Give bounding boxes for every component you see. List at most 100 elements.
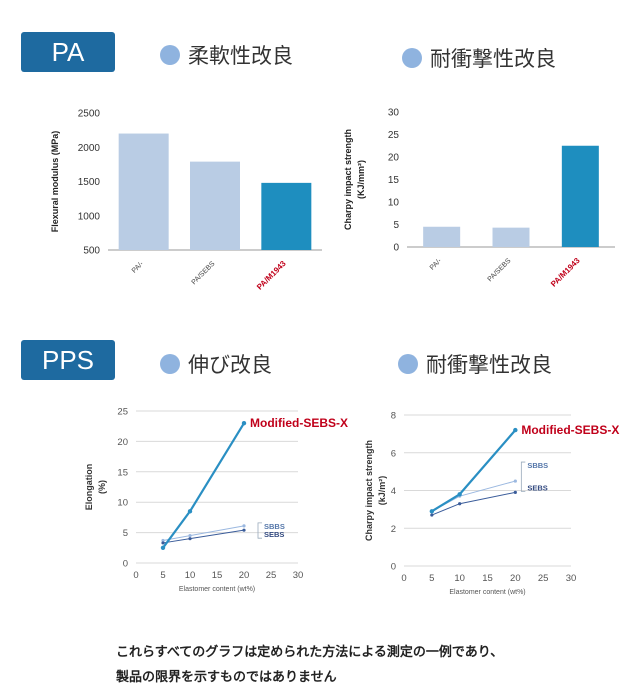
data-point bbox=[513, 479, 517, 483]
x-tick-label: 5 bbox=[429, 573, 434, 584]
bar bbox=[190, 161, 240, 250]
chart-pps-charpy-impact: 0 2 4 6 8 0 5 10 15 20 25 30 Elastomer content (wt%)… bbox=[364, 411, 619, 597]
data-point bbox=[457, 492, 462, 497]
bar bbox=[561, 145, 599, 247]
y-tick-label: 10 bbox=[117, 498, 128, 509]
data-point bbox=[161, 538, 165, 543]
heading-label: 耐衝撃性改良 bbox=[426, 353, 552, 377]
y-tick-label: 10 bbox=[388, 198, 400, 209]
data-point bbox=[161, 541, 165, 545]
chart-pps-elongation: 0 5 10 15 20 25 0 5 10 15 20 25 30 Elastomer content … bbox=[84, 407, 348, 594]
x-tick-label: 25 bbox=[538, 573, 549, 584]
y-tick-label: 2000 bbox=[78, 143, 101, 154]
footnote-line-2: 製品の限界を示すものではありません bbox=[116, 670, 337, 685]
x-tick-label: 25 bbox=[266, 570, 277, 581]
y-tick-label: 30 bbox=[388, 108, 400, 119]
y-tick-label: 20 bbox=[117, 437, 128, 448]
x-tick-label: PA/SEBS bbox=[487, 257, 513, 283]
chart-pa-charpy-impact: 0 5 10 15 20 25 30 PA/- PA/SEBS PA/M1943 Charpy im… bbox=[343, 108, 615, 289]
x-tick-label: PA/- bbox=[429, 257, 444, 272]
x-tick-label: PA/M1943 bbox=[255, 259, 288, 292]
x-tick-label: 30 bbox=[293, 570, 304, 581]
y-tick-label: 25 bbox=[117, 407, 128, 418]
y-tick-label: 500 bbox=[83, 246, 100, 257]
x-tick-label: PA/- bbox=[131, 260, 146, 275]
bar bbox=[118, 133, 169, 250]
series-label: SBBS bbox=[527, 461, 548, 470]
x-tick-label: 30 bbox=[566, 573, 577, 584]
y-axis-label: Charpy impact strength bbox=[343, 129, 353, 230]
y-tick-label: 2500 bbox=[78, 109, 101, 120]
x-tick-label: 15 bbox=[212, 570, 223, 581]
x-tick-label: 20 bbox=[510, 573, 521, 584]
bullet-dot-icon bbox=[398, 354, 418, 374]
y-axis-label: Charpy impact strength bbox=[364, 440, 374, 541]
heading-label: 耐衝撃性改良 bbox=[430, 47, 556, 71]
y-tick-label: 25 bbox=[388, 130, 400, 141]
chart-pa-flexural-modulus: 500 1000 1500 2000 2500 PA/- PA/SEBS PA/M1943 Fl… bbox=[50, 109, 322, 292]
y-axis-label-unit: (kJ/m²) bbox=[377, 476, 387, 506]
heading-flexibility: 柔軟性改良 bbox=[160, 40, 293, 70]
y-axis-label: Flexural modulus (MPa) bbox=[50, 131, 60, 233]
data-point bbox=[188, 537, 192, 541]
x-tick-label: 5 bbox=[160, 570, 165, 581]
heading-label: 伸び改良 bbox=[188, 353, 272, 377]
heading-impact-pps: 耐衝撃性改良 bbox=[398, 349, 552, 379]
x-tick-label: 10 bbox=[185, 570, 196, 581]
y-tick-label: 1500 bbox=[78, 177, 101, 188]
series-label: SBBS bbox=[264, 522, 285, 531]
data-point bbox=[513, 427, 518, 433]
y-tick-label: 1000 bbox=[78, 211, 101, 222]
data-point bbox=[513, 490, 517, 494]
heading-impact-pa: 耐衝撃性改良 bbox=[402, 43, 556, 73]
y-tick-label: 0 bbox=[123, 559, 128, 570]
y-tick-label: 15 bbox=[117, 467, 128, 478]
x-tick-label: 20 bbox=[239, 570, 250, 581]
footnote-line-1: これらすべてのグラフは定められた方法による測定の一例であり、 bbox=[116, 645, 504, 660]
heading-elongation: 伸び改良 bbox=[160, 349, 272, 379]
data-point bbox=[241, 420, 247, 426]
y-tick-label: 0 bbox=[393, 243, 399, 254]
data-point bbox=[242, 528, 246, 532]
data-point bbox=[187, 509, 193, 514]
x-tick-label: 15 bbox=[482, 573, 493, 584]
x-tick-label: PA/M1943 bbox=[549, 256, 582, 289]
x-tick-label: 0 bbox=[133, 570, 138, 581]
bullet-dot-icon bbox=[160, 45, 180, 65]
section-tag-pps: PPS bbox=[21, 340, 115, 380]
x-axis-label: Elastomer content (wt%) bbox=[179, 586, 255, 593]
y-tick-label: 5 bbox=[123, 528, 128, 539]
y-tick-label: 8 bbox=[391, 411, 396, 422]
y-tick-label: 6 bbox=[391, 448, 396, 459]
y-tick-label: 4 bbox=[391, 486, 396, 497]
y-tick-label: 20 bbox=[388, 153, 400, 164]
series-label: SEBS bbox=[527, 483, 547, 492]
y-axis-label-unit: (KJ/mm²) bbox=[356, 160, 366, 199]
data-point bbox=[430, 513, 434, 517]
bullet-dot-icon bbox=[160, 354, 180, 374]
bar bbox=[423, 226, 461, 247]
y-tick-label: 2 bbox=[391, 524, 396, 535]
bar bbox=[492, 227, 530, 247]
y-axis-label: Elongation bbox=[84, 464, 94, 511]
x-tick-label: PA/SEBS bbox=[191, 260, 217, 286]
y-tick-label: 0 bbox=[391, 562, 396, 573]
footnote: これらすべてのグラフは定められた方法による測定の一例であり、 製品の限界を示すも… bbox=[116, 640, 503, 690]
bar bbox=[261, 182, 312, 250]
series-label: Modified-SEBS-X bbox=[250, 416, 348, 430]
legend-bracket bbox=[257, 522, 262, 539]
series-line bbox=[431, 480, 516, 512]
series-label: SEBS bbox=[264, 530, 284, 539]
y-tick-label: 5 bbox=[393, 220, 399, 231]
data-point bbox=[242, 524, 246, 528]
data-point bbox=[160, 545, 166, 550]
y-axis-label-unit: (%) bbox=[97, 480, 107, 494]
x-tick-label: 0 bbox=[401, 573, 406, 584]
data-point bbox=[458, 502, 462, 506]
data-point bbox=[429, 509, 435, 514]
heading-label: 柔軟性改良 bbox=[188, 44, 293, 68]
y-tick-label: 15 bbox=[388, 175, 400, 186]
section-tag-pa: PA bbox=[21, 32, 115, 72]
data-point bbox=[188, 534, 192, 538]
bullet-dot-icon bbox=[402, 48, 422, 68]
